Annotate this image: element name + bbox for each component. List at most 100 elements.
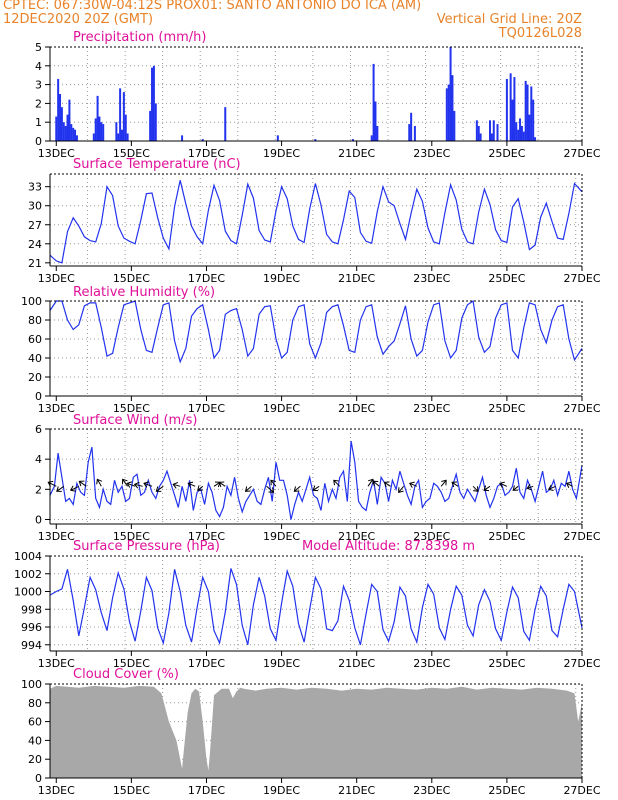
precip-bar: [374, 101, 377, 141]
x-tick-label: 23DEC: [413, 530, 450, 543]
precip-bar: [492, 120, 495, 141]
y-tick-label: 1: [35, 116, 42, 129]
x-tick-label: 27DEC: [563, 402, 600, 415]
x-tick-label: 21DEC: [338, 147, 375, 160]
precip-bar: [445, 88, 448, 141]
x-tick-label: 15DEC: [113, 530, 150, 543]
x-tick-label: 27DEC: [563, 784, 600, 797]
y-tick-label: 2: [35, 97, 42, 110]
header-station-line: CPTEC: 067:30W-04:12S PROX01: SANTO ANTO…: [3, 0, 422, 13]
wind-arrow: [499, 481, 508, 488]
cloud-area: [50, 685, 582, 778]
precip-bar: [154, 103, 157, 141]
precip-bar: [60, 107, 63, 141]
precip-bar: [526, 84, 529, 141]
x-tick-label: 15DEC: [113, 402, 150, 415]
precip-bar: [372, 63, 375, 141]
precip-bar: [370, 135, 373, 141]
precip-bar: [115, 122, 118, 141]
wind-arrow: [383, 481, 391, 488]
precip-bar: [59, 94, 62, 141]
y-tick-label: 33: [28, 181, 42, 194]
x-tick-label: 17DEC: [188, 657, 225, 670]
precip-bar: [351, 139, 354, 141]
header-date-line: 12DEC2020 20Z (GMT): [3, 12, 154, 27]
x-tick-label: 19DEC: [263, 272, 300, 285]
y-tick-label: 4: [35, 60, 42, 73]
x-tick-label: 23DEC: [413, 402, 450, 415]
precip-bar: [66, 114, 69, 141]
precip-bar: [496, 124, 499, 141]
wind-arrow: [47, 480, 57, 487]
x-tick-label: 27DEC: [563, 272, 600, 285]
x-tick-label: 15DEC: [113, 657, 150, 670]
precip-bar: [447, 84, 450, 141]
y-tick-label: 4: [35, 453, 42, 466]
y-tick-label: 60: [28, 333, 42, 346]
precip-bar: [57, 78, 60, 141]
precip-bar: [490, 133, 493, 141]
precip-bar: [451, 75, 454, 141]
precip-bar: [100, 122, 103, 141]
wind-arrow: [218, 481, 226, 488]
y-tick-label: 2: [35, 483, 42, 496]
wind-arrow: [126, 481, 136, 488]
panel-annotation: Model Altitude: 87.8398 m: [302, 539, 475, 554]
precip-bar: [475, 120, 478, 141]
precip-bar: [519, 118, 522, 141]
precip-bar: [520, 125, 523, 141]
wind-arrow: [266, 485, 275, 493]
panel-title: Surface Pressure (hPa): [73, 539, 220, 554]
precip-bar: [314, 139, 317, 141]
x-tick-label: 17DEC: [188, 784, 225, 797]
wind-arrow: [197, 485, 204, 491]
y-tick-label: 21: [28, 257, 42, 270]
y-tick-label: 0: [35, 135, 42, 148]
wind-arrow: [56, 485, 65, 492]
x-tick-label: 27DEC: [563, 147, 600, 160]
precip-bar: [120, 129, 123, 141]
y-tick-label: 3: [35, 79, 42, 92]
y-tick-label: 5: [35, 41, 42, 54]
y-tick-label: 30: [28, 200, 42, 213]
precip-bar: [72, 127, 75, 141]
wind-arrow: [512, 485, 519, 491]
x-tick-label: 13DEC: [38, 784, 75, 797]
precip-bar: [151, 67, 154, 141]
precip-bar: [96, 95, 99, 141]
wind-arrow: [440, 479, 447, 487]
y-tick-label: 1002: [14, 568, 42, 581]
panel-title: Surface Temperature (nC): [73, 157, 241, 172]
x-tick-label: 19DEC: [263, 530, 300, 543]
precip-bar: [68, 99, 71, 141]
wind-arrow: [172, 482, 181, 489]
x-tick-label: 25DEC: [488, 402, 525, 415]
x-tick-label: 25DEC: [488, 530, 525, 543]
precip-bar: [201, 139, 204, 141]
precip-bar: [98, 116, 101, 141]
x-tick-label: 17DEC: [188, 272, 225, 285]
y-tick-label: 996: [21, 621, 42, 634]
wind-arrow: [483, 485, 491, 492]
wind-arrow: [133, 481, 143, 489]
precip-bar: [64, 125, 67, 141]
wind-arrow: [409, 481, 417, 488]
y-tick-label: 998: [21, 603, 42, 616]
x-tick-label: 19DEC: [263, 402, 300, 415]
x-tick-label: 15DEC: [113, 147, 150, 160]
precip-bar: [532, 99, 535, 141]
x-tick-label: 25DEC: [488, 272, 525, 285]
series-line: [49, 180, 583, 264]
precip-bar: [449, 47, 452, 141]
x-tick-label: 23DEC: [413, 272, 450, 285]
precip-bar: [505, 78, 508, 141]
x-tick-label: 27DEC: [563, 530, 600, 543]
x-tick-label: 17DEC: [188, 530, 225, 543]
y-tick-label: 0: [35, 513, 42, 526]
precip-bar: [524, 80, 527, 141]
precip-bar: [62, 122, 65, 141]
wind-arrow: [333, 479, 341, 487]
series-line: [49, 568, 583, 646]
y-tick-label: 0: [35, 772, 42, 785]
